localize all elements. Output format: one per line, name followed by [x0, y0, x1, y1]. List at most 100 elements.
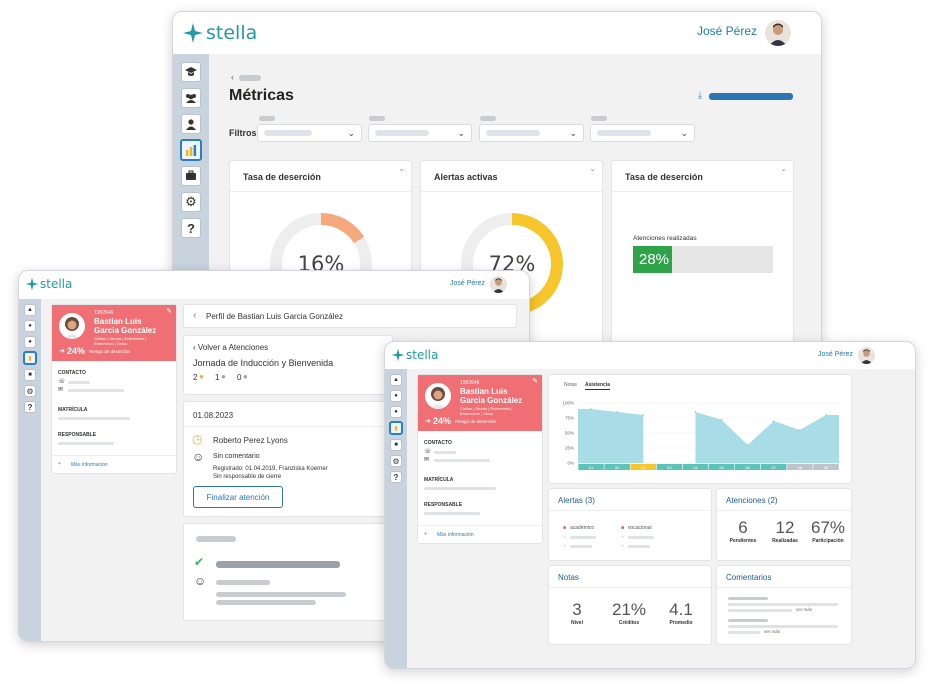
- back-chevron-icon[interactable]: ‹: [231, 72, 234, 82]
- avatar[interactable]: [765, 20, 791, 46]
- week-cell: [682, 464, 709, 470]
- sidebar-item-settings[interactable]: ⚙: [181, 192, 201, 212]
- week-label: 02: [615, 465, 620, 470]
- stella-logo[interactable]: stella: [391, 348, 438, 362]
- stat-pending: 6 Pendientes: [723, 518, 763, 544]
- alert-item: [570, 545, 592, 548]
- profile-header: stella José Pérez: [19, 271, 529, 299]
- more-info-link[interactable]: Más información: [71, 462, 108, 468]
- card-menu-chevron-icon[interactable]: ⌄: [398, 164, 405, 173]
- card-menu-chevron-icon[interactable]: ⌄: [589, 164, 596, 173]
- comment-text: [728, 631, 760, 634]
- sidebar-item-settings[interactable]: ⚙: [24, 385, 36, 397]
- edit-icon[interactable]: ✎: [166, 308, 172, 315]
- tab-notas[interactable]: Notas: [564, 382, 578, 388]
- sidebar-item-cases[interactable]: ■: [24, 369, 36, 381]
- user-name[interactable]: José Pérez: [449, 280, 485, 287]
- user-menu[interactable]: José Pérez: [697, 24, 757, 38]
- atenciones-card: Atenciones (2) 6 Pendientes 12 Realizadas …: [716, 488, 852, 561]
- brand-name: stella: [206, 22, 258, 44]
- sidebar-item-graduation[interactable]: ▲: [24, 304, 36, 316]
- filter-select-2[interactable]: ⌄: [368, 124, 472, 142]
- sidebar-item-metrics[interactable]: [180, 139, 202, 161]
- dashboard-content: 1992646 Bastian Luis Garcia González Chi…: [407, 369, 915, 668]
- sidebar-item-metrics[interactable]: ▮: [389, 421, 403, 435]
- sidebar-item-groups[interactable]: [181, 88, 201, 108]
- notas-card: Notas 3 Nivel 21% Créditos 4.1 Promedio: [548, 565, 712, 645]
- comments-title: Comentarios: [726, 573, 772, 582]
- sidebar-item-graduation[interactable]: [181, 62, 201, 82]
- stella-logo[interactable]: stella: [182, 22, 257, 44]
- help-icon: ?: [187, 220, 195, 236]
- registered-text: Registrado: 01.04.2019, Franziska Koerne…: [213, 466, 328, 472]
- stat-label: Nivel: [571, 620, 583, 626]
- export-button[interactable]: [709, 93, 793, 100]
- finalize-button[interactable]: Finalizar atención: [193, 486, 283, 508]
- phone-value: [68, 381, 90, 384]
- graduation-cap-icon: [185, 67, 197, 76]
- avatar[interactable]: [490, 276, 507, 293]
- alert-item: [628, 545, 650, 548]
- student-meta: Chillan | Diurna | Enfermería |: [94, 336, 147, 341]
- filter-select-3[interactable]: ⌄: [479, 124, 584, 142]
- sidebar-item-groups[interactable]: ●: [390, 390, 402, 402]
- tab-asistencia[interactable]: Asistencia: [585, 382, 611, 390]
- sidebar-item-student[interactable]: ●: [390, 406, 402, 418]
- group-icon: [186, 94, 196, 103]
- stat-value: 6: [738, 518, 748, 537]
- avatar[interactable]: [858, 347, 875, 364]
- sidebar-item-help[interactable]: ?: [390, 471, 402, 483]
- mail-icon: ✉: [58, 387, 64, 393]
- sidebar-item-metrics[interactable]: ▮: [23, 351, 37, 365]
- more-info-plus-icon[interactable]: +: [58, 461, 61, 467]
- sidebar-item-groups[interactable]: ●: [24, 320, 36, 332]
- download-icon[interactable]: ⤓: [698, 90, 702, 100]
- y-tick-label: 25%: [565, 446, 574, 451]
- more-info-link[interactable]: Más información: [437, 532, 474, 538]
- atenciones-title: Atenciones (2): [726, 496, 778, 505]
- back-link[interactable]: ‹ Volver a Atenciones: [193, 343, 269, 352]
- briefcase-icon: [186, 170, 196, 180]
- alerts-card: Alertas (3) ■ académico ■ vocacional ● ●…: [548, 488, 712, 561]
- week-cell: [787, 464, 813, 470]
- enrollment-label: MATRÍCULA: [424, 477, 454, 483]
- sidebar-item-help[interactable]: ?: [24, 401, 36, 413]
- stat-label: Promedio: [669, 620, 693, 626]
- stella-logo[interactable]: stella: [25, 277, 72, 291]
- card-title: Alertas activas: [434, 172, 498, 182]
- stella-star-icon: [25, 277, 39, 291]
- back-chevron-icon[interactable]: ‹: [193, 310, 197, 321]
- stat-value: 67%: [810, 518, 846, 537]
- student-avatar: [59, 313, 85, 339]
- risk-value: 24%: [67, 346, 86, 356]
- see-more-link[interactable]: ver más: [764, 629, 781, 634]
- sidebar-item-student[interactable]: [181, 114, 201, 134]
- more-info-plus-icon[interactable]: +: [424, 531, 427, 537]
- sidebar-item-cases[interactable]: [181, 166, 201, 186]
- user-name[interactable]: José Pérez: [817, 351, 853, 358]
- sidebar-item-graduation[interactable]: ▲: [390, 374, 402, 386]
- sidebar-item-cases[interactable]: ■: [390, 439, 402, 451]
- filter-select-1[interactable]: ⌄: [257, 124, 362, 142]
- breadcrumb[interactable]: [239, 75, 261, 81]
- card-menu-chevron-icon[interactable]: ⌄: [780, 164, 787, 173]
- smiley-icon: ☺: [194, 574, 207, 588]
- filter-select-4[interactable]: ⌄: [590, 124, 695, 142]
- back-link-text: Volver a Atenciones: [197, 343, 269, 352]
- sidebar-item-student[interactable]: ●: [24, 336, 36, 348]
- edit-icon[interactable]: ✎: [532, 378, 538, 385]
- breadcrumb-bar: ‹ Perfil de Bastian Luis Garcia González: [183, 304, 517, 328]
- week-label: 07: [772, 465, 777, 470]
- alert-dot-icon: ●: [621, 543, 625, 549]
- see-more-link[interactable]: ver más: [796, 607, 813, 612]
- count-done: 1: [215, 373, 220, 382]
- alert-dot-icon: ●: [563, 534, 567, 540]
- filter-value: [597, 130, 651, 136]
- sidebar-item-settings[interactable]: ⚙: [390, 455, 402, 467]
- stat-value: 3: [572, 600, 582, 619]
- sidebar-item-help[interactable]: ?: [181, 218, 201, 238]
- stat-value: 21%: [611, 600, 647, 619]
- student-meta: Chillan | Diurna | Enfermería |: [460, 406, 513, 411]
- student-meta-2: Enfermería | Único: [460, 411, 494, 416]
- phone-value: [434, 451, 456, 454]
